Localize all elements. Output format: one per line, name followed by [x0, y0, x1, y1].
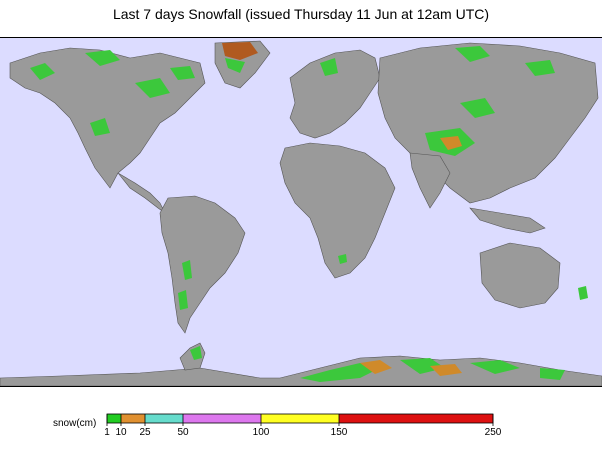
legend-unit-label: snow(cm)	[53, 418, 97, 429]
world-map[interactable]	[0, 37, 602, 387]
legend-swatch	[261, 414, 339, 423]
legend-swatch	[339, 414, 493, 423]
landmass-central-america	[117, 172, 166, 214]
landmass-australia	[479, 242, 561, 309]
legend-tick-label: 150	[330, 427, 348, 438]
legend-tick-label: 1	[104, 427, 110, 438]
landmass-south-america	[159, 195, 246, 334]
legend-tick-label: 100	[252, 427, 270, 438]
legend-swatch	[145, 414, 183, 423]
landmass-europe	[289, 49, 381, 139]
landmass-asia	[377, 42, 599, 204]
landmass-antarctica	[0, 355, 602, 386]
legend-swatch	[107, 414, 121, 423]
legend-tick-label: 50	[177, 427, 189, 438]
landmass-se-asia-islands	[469, 207, 546, 234]
legend-swatch	[183, 414, 261, 423]
legend-colorbar	[106, 413, 494, 426]
map-canvas	[0, 40, 602, 386]
legend-tick-label: 250	[484, 427, 502, 438]
landmass-africa	[279, 142, 396, 279]
legend-tick-label: 25	[139, 427, 151, 438]
map-title: Last 7 days Snowfall (issued Thursday 11…	[112, 6, 490, 22]
legend-tick-label: 10	[115, 427, 127, 438]
legend-swatch	[121, 414, 145, 423]
landmass-india	[409, 152, 451, 209]
snowfall-legend: snow(cm) 1 10 25 50 100 150 250	[0, 400, 602, 450]
